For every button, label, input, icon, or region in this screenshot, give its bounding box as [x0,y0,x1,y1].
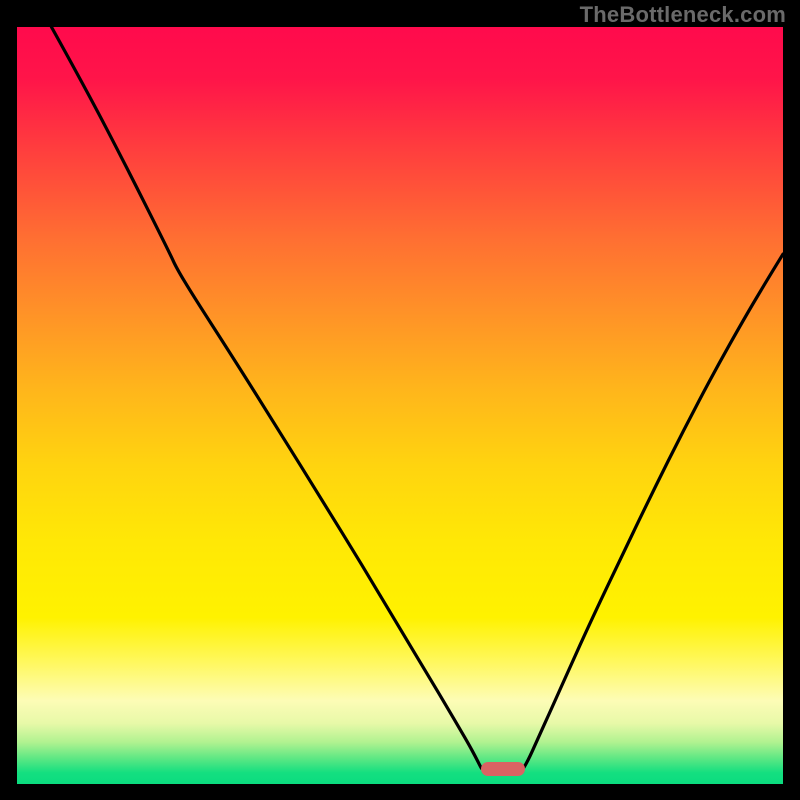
watermark-text: TheBottleneck.com [580,2,786,28]
chart-curve-layer [17,27,783,784]
chart-plot-area [17,27,783,784]
optimal-marker [481,762,525,776]
bottleneck-curve [51,27,783,769]
